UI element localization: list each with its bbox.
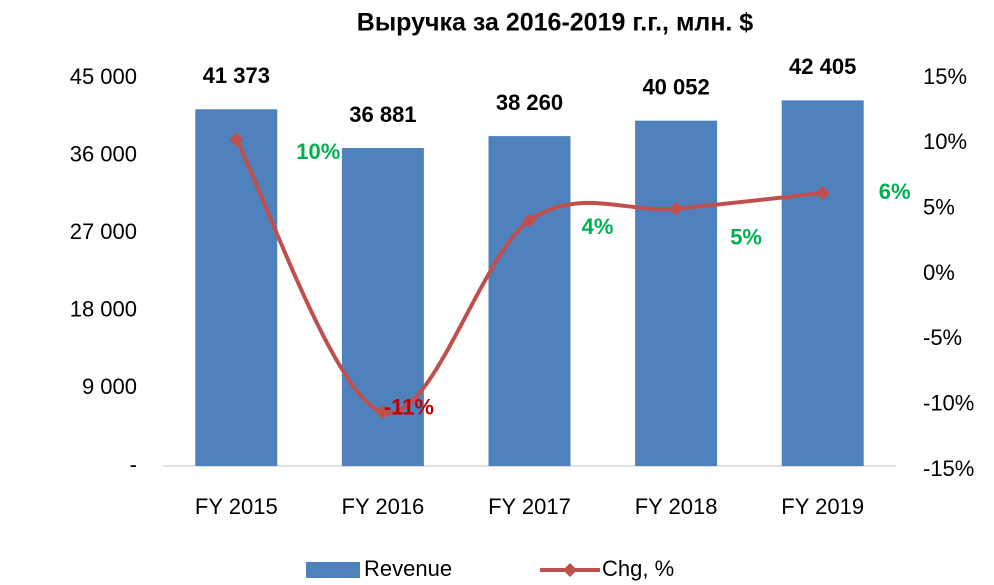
y-tick-label: - xyxy=(130,452,137,477)
x-tick-label: FY 2015 xyxy=(195,494,278,519)
line-marker xyxy=(669,201,684,216)
bar xyxy=(488,136,571,467)
legend-label: Revenue xyxy=(364,556,452,581)
y2-tick-label: 0% xyxy=(923,260,955,285)
bar-value-label: 40 052 xyxy=(642,74,709,99)
x-tick-label: FY 2019 xyxy=(781,494,864,519)
chart-title: Выручка за 2016-2019 г.г., млн. $ xyxy=(357,9,754,37)
line-value-label: 5% xyxy=(730,224,762,249)
bar-value-label: 36 881 xyxy=(349,102,416,127)
y2-tick-label: -10% xyxy=(923,390,974,415)
bar xyxy=(781,100,864,466)
x-tick-label: FY 2017 xyxy=(488,494,571,519)
y2-tick-label: 10% xyxy=(923,129,967,154)
line-marker xyxy=(522,213,537,228)
bar-value-label: 42 405 xyxy=(789,54,856,79)
line-marker xyxy=(229,132,244,147)
legend-swatch xyxy=(563,563,577,577)
line-value-label: -11% xyxy=(384,394,434,419)
line xyxy=(234,138,823,416)
y2-tick-label: 15% xyxy=(923,64,967,89)
bar-value-label: 38 260 xyxy=(496,90,563,115)
y-tick-label: 45 000 xyxy=(70,64,137,89)
legend-swatch xyxy=(306,562,360,578)
legend-label: Chg, % xyxy=(602,556,674,581)
bar xyxy=(635,120,718,467)
line-value-label: 6% xyxy=(879,179,911,204)
line-marker xyxy=(375,405,390,420)
y-tick-label: 27 000 xyxy=(70,219,137,244)
y-tick-label: 9 000 xyxy=(82,374,137,399)
bar xyxy=(195,109,278,466)
line-value-label: 10% xyxy=(296,139,340,164)
y2-tick-label: -15% xyxy=(923,456,974,481)
y2-tick-label: -5% xyxy=(923,325,962,350)
y2-tick-label: 5% xyxy=(923,194,955,219)
y-tick-label: 18 000 xyxy=(70,297,137,322)
x-tick-label: FY 2016 xyxy=(342,494,425,519)
y-tick-label: 36 000 xyxy=(70,141,137,166)
line-marker xyxy=(815,185,830,200)
bar-value-label: 41 373 xyxy=(203,63,270,88)
line-value-label: 4% xyxy=(582,214,614,239)
x-tick-label: FY 2018 xyxy=(635,494,718,519)
